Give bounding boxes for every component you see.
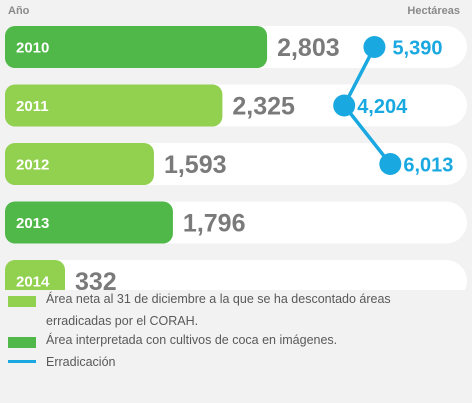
eradication-point-2012 [379,153,402,175]
bar-2014 [5,260,65,290]
area-value-2013: 1,796 [183,210,246,238]
eradication-value-2011: 4,204 [357,96,408,118]
legend-label-eradication: Erradicación [46,355,116,369]
legend-swatch-dark-green [8,337,36,348]
year-label-2012: 2012 [16,157,49,174]
bar-2013 [5,201,173,244]
header-hectares: Hectáreas [407,5,460,17]
legend-swatch-blue-line [8,360,36,363]
bar-2012 [5,143,154,185]
year-label-2010: 2010 [16,40,49,57]
coca-area-chart: Año Hectáreas 2010 2,803 2011 2,325 2012 1,59… [5,5,467,291]
bar-2011 [5,84,223,127]
area-value-2012: 1,593 [164,151,227,179]
area-value-2014: 332 [75,268,117,290]
bar-2010 [5,26,268,68]
year-label-2013: 2013 [16,215,49,232]
eradication-point-2011 [333,94,356,117]
eradication-point-2010 [363,36,386,58]
legend-swatch-light-green [8,296,36,307]
area-value-2011: 2,325 [232,93,295,121]
legend-label-interpreted-area: Área interpretada con cultivos de coca e… [46,333,338,347]
eradication-value-2010: 5,390 [392,38,442,60]
row-track-2014 [5,260,467,290]
header-year: Año [8,5,30,17]
legend-label-net-area: Área neta al 31 de diciembre a la que se… [46,292,391,328]
eradication-value-2012: 6,013 [403,155,453,177]
area-value-2010: 2,803 [277,34,340,62]
year-label-2014: 2014 [16,274,50,291]
year-label-2011: 2011 [16,98,49,115]
